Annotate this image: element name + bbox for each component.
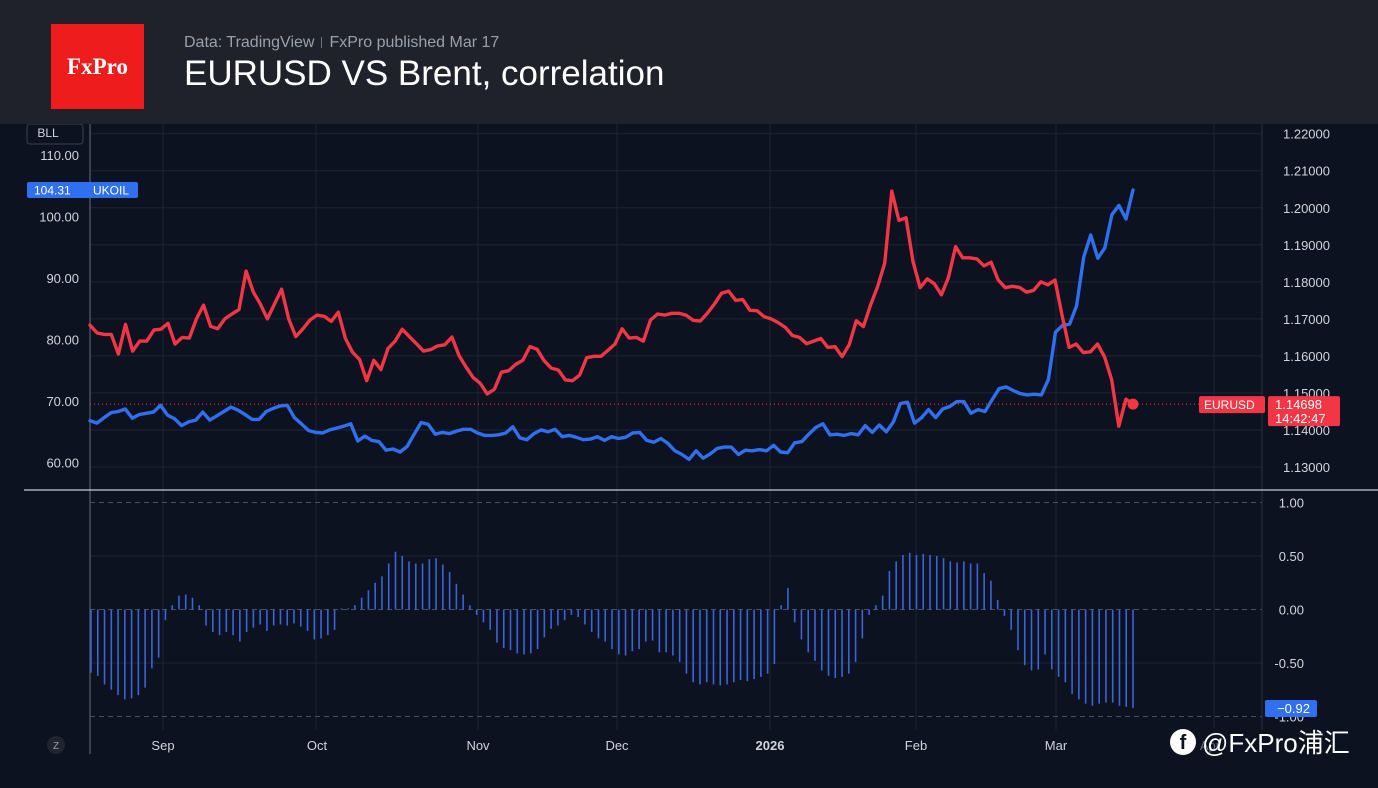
right-axis-tick: 1.14000 xyxy=(1283,423,1330,438)
brent-line xyxy=(88,188,1135,462)
eurusd-name-tag xyxy=(1199,396,1265,414)
facebook-icon: f xyxy=(1170,728,1196,755)
left-axis-tick: 110.00 xyxy=(40,148,79,163)
eurusd-time-label: 14:42:47 xyxy=(1275,411,1326,426)
data-source: Data: TradingView xyxy=(184,34,315,51)
published-info: FxPro published Mar 17 xyxy=(329,34,500,51)
eurusd-price-tag xyxy=(1268,396,1340,427)
watermark-text: @FxPro浦汇 xyxy=(1202,728,1350,758)
fxpro-logo: FxPro xyxy=(51,24,144,109)
price-lines xyxy=(88,188,1262,462)
date-axis-label: 2026 xyxy=(756,738,785,753)
date-axis-label: Dec xyxy=(605,738,629,753)
date-axis-label: Sep xyxy=(151,738,174,753)
left-axis-label: BLL xyxy=(37,126,59,140)
eurusd-series-name: EURUSD xyxy=(1204,398,1255,412)
left-axis-tick: 100.00 xyxy=(39,210,79,225)
ukoil-price-tag xyxy=(27,181,138,198)
timezone-button-label: Z xyxy=(53,741,59,752)
left-axis-tick: 90.00 xyxy=(46,271,79,286)
date-axis-label: Mar xyxy=(1045,738,1068,753)
timezone-button xyxy=(47,736,65,754)
right-axis-tick: 1.18000 xyxy=(1283,275,1330,290)
right-axis-tick: 1.17000 xyxy=(1283,312,1330,327)
left-axis-tick: 70.00 xyxy=(46,394,79,409)
eurusd-line xyxy=(88,189,1135,428)
watermark: f @FxPro浦汇 xyxy=(1170,723,1350,760)
ukoil-series-name: UKOIL xyxy=(93,183,129,197)
axes xyxy=(24,124,1378,754)
right-axis-tick: 1.13000 xyxy=(1283,460,1330,475)
correlation-last-value: −0.92 xyxy=(1277,701,1310,716)
eurusd-last-value: 1.14698 xyxy=(1275,397,1322,412)
chart-area: 110.00 100.00 90.00 80.00 70.00 60.00 BLL 1.220… xyxy=(24,124,1378,754)
meta-separator xyxy=(321,37,323,49)
correlation-axis-tick: 0.00 xyxy=(1279,603,1304,618)
date-axis-label: Apr xyxy=(1200,738,1221,753)
header-bar: FxPro Data: TradingView FxPro published M… xyxy=(0,0,1378,124)
eurusd-last-point xyxy=(1127,398,1139,410)
date-axis-label: Nov xyxy=(466,738,490,753)
left-axis-tick: 80.00 xyxy=(46,333,79,348)
ukoil-last-value: 104.31 xyxy=(34,183,71,197)
date-axis-label: Oct xyxy=(307,738,328,753)
correlation-axis-tick: 0.50 xyxy=(1279,549,1304,564)
date-axis-label: Feb xyxy=(905,738,927,753)
right-axis-tick: 1.19000 xyxy=(1283,238,1330,253)
correlation-value-tag xyxy=(1265,699,1317,717)
grid-lines xyxy=(90,124,1262,730)
right-axis-tick: 1.21000 xyxy=(1283,164,1330,179)
right-axis-tick: 1.16000 xyxy=(1283,349,1330,364)
correlation-histogram xyxy=(90,551,1134,708)
correlation-axis-tick: 1.00 xyxy=(1279,496,1304,511)
page-title: EURUSD VS Brent, correlation xyxy=(184,54,665,93)
chart-meta: Data: TradingView FxPro published Mar 17 xyxy=(184,34,499,52)
bll-label-box xyxy=(26,124,84,145)
right-axis-tick: 1.22000 xyxy=(1283,127,1330,142)
right-axis-tick: 1.20000 xyxy=(1283,201,1330,216)
correlation-axis-tick: -0.50 xyxy=(1274,656,1304,671)
axis-labels: 110.00 100.00 90.00 80.00 70.00 60.00 BLL 1.220… xyxy=(26,124,1340,754)
left-axis-tick: 60.00 xyxy=(46,456,79,471)
